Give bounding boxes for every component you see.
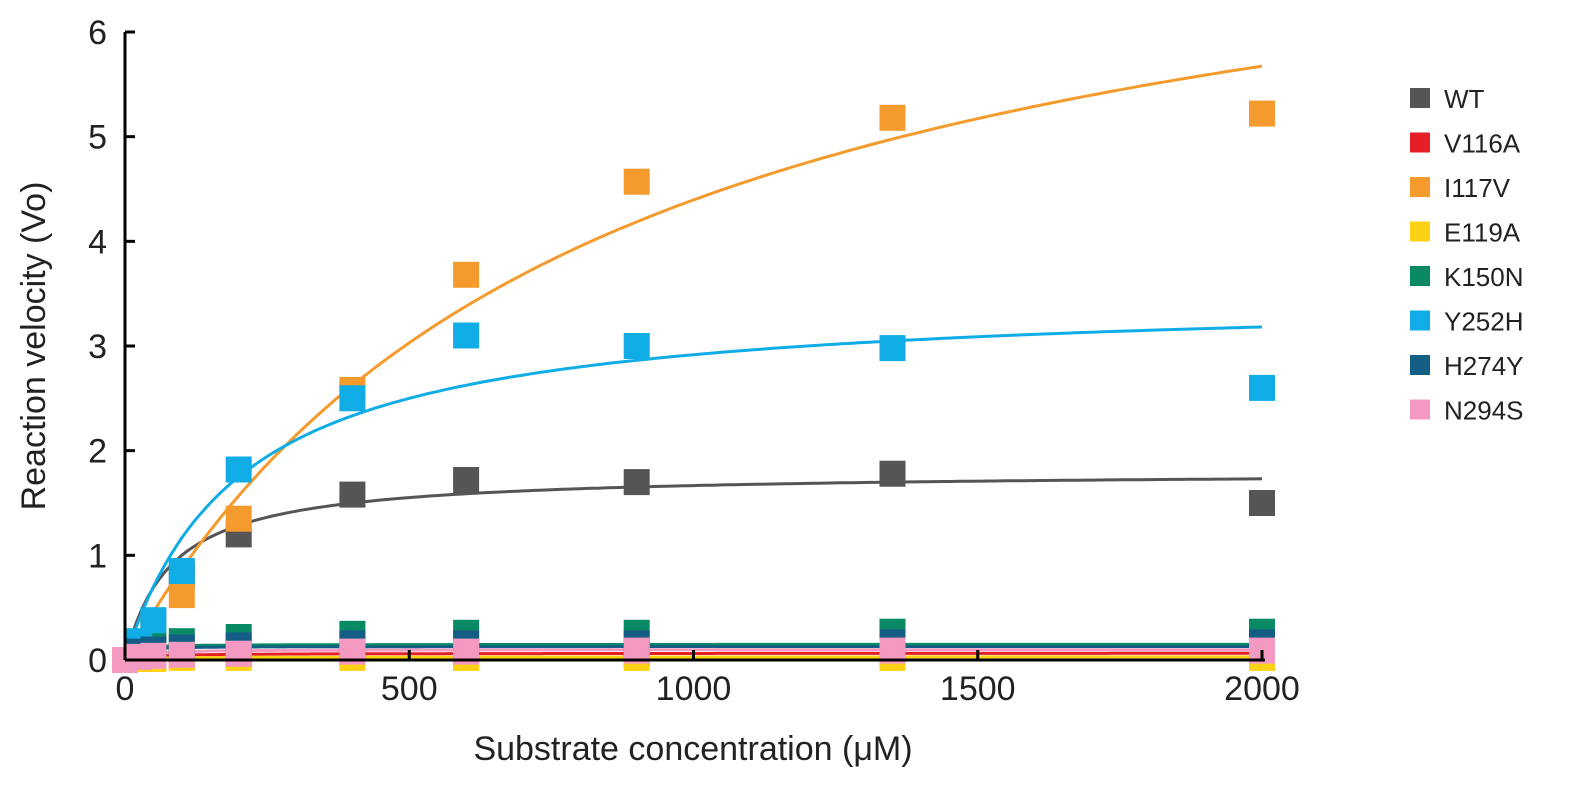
legend-marker-k150n — [1410, 266, 1430, 286]
point-wt-5 — [339, 481, 366, 508]
legend-marker-n294s — [1410, 399, 1430, 420]
point-i117v-7 — [623, 168, 650, 195]
y-tick-label-0: 0 — [88, 642, 107, 680]
y-tick-label-2: 2 — [88, 433, 107, 471]
fit-curve-i117v — [123, 64, 1263, 661]
point-wt-7 — [623, 469, 650, 496]
point-i117v-3 — [168, 582, 195, 609]
x-tick-label-0: 0 — [116, 670, 135, 708]
point-n294s-3 — [168, 641, 195, 668]
point-n294s-4 — [225, 640, 252, 667]
legend-marker-i117v — [1410, 177, 1430, 197]
point-y252h-6 — [453, 322, 480, 349]
y-axis-label: Reaction velocity (Vo) — [15, 182, 53, 511]
x-axis-label: Substrate concentration (μM) — [473, 730, 912, 768]
legend-marker-e119a — [1410, 221, 1430, 242]
point-i117v-6 — [453, 261, 480, 288]
legend-label-wt: WT — [1444, 84, 1485, 114]
legend-label-k150n: K150N — [1444, 262, 1524, 292]
x-tick-label-4: 2000 — [1224, 670, 1300, 708]
fit-curve-y252h — [123, 325, 1263, 661]
legend-marker-y252h — [1410, 310, 1430, 331]
x-tick-label-1: 500 — [381, 670, 438, 708]
legend-label-h274y: H274Y — [1444, 351, 1524, 381]
legend-marker-h274y — [1410, 355, 1430, 375]
legend-marker-v116a — [1410, 132, 1430, 153]
point-i117v-4 — [225, 505, 252, 532]
point-y252h-8 — [879, 335, 906, 362]
point-n294s-2 — [140, 642, 167, 669]
y-tick-label-3: 3 — [88, 328, 107, 366]
legend-label-i117v: I117V — [1444, 173, 1511, 203]
legend-label-v116a: V116A — [1444, 129, 1521, 159]
point-wt-6 — [453, 467, 480, 493]
legend-marker-wt — [1410, 88, 1430, 108]
fit-curve-n294s — [124, 648, 1262, 662]
fit-curve-wt — [123, 477, 1263, 661]
fit-curves — [123, 64, 1263, 662]
point-i117v-8 — [879, 104, 906, 131]
point-y252h-5 — [339, 385, 366, 412]
ticks: 0 500 1000 1500 2000 0 1 2 3 4 5 6 — [88, 14, 1300, 708]
y-tick-label-5: 5 — [88, 119, 107, 157]
legend-label-n294s: N294S — [1444, 396, 1524, 426]
point-i117v-9 — [1249, 100, 1275, 127]
y-tick-label-4: 4 — [88, 223, 107, 261]
point-y252h-2 — [140, 607, 167, 634]
x-tick-label-3: 1500 — [940, 670, 1016, 708]
y-tick-label-1: 1 — [88, 537, 107, 575]
point-y252h-3 — [168, 558, 195, 584]
x-tick-label-2: 1000 — [656, 670, 732, 708]
data-points — [112, 100, 1275, 673]
legend: WT V116A I117V E119A K150N Y252H H274Y N294S — [1410, 84, 1524, 426]
legend-label-e119a: E119A — [1444, 218, 1521, 248]
axes — [123, 32, 1265, 662]
point-y252h-9 — [1249, 374, 1275, 401]
point-wt-9 — [1249, 490, 1275, 516]
point-y252h-7 — [623, 333, 650, 359]
y-tick-label-6: 6 — [88, 14, 107, 52]
point-y252h-4 — [225, 456, 252, 483]
fit-curve-h274y — [123, 645, 1262, 661]
legend-label-y252h: Y252H — [1444, 307, 1524, 337]
fit-curve-k150n — [123, 642, 1262, 661]
point-wt-8 — [879, 460, 906, 487]
